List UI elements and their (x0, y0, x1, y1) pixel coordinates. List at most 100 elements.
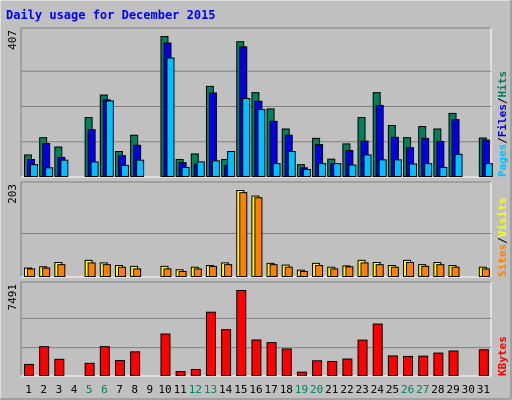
bar-sites-day-21 (330, 268, 339, 277)
legend-kbytes: KBytes (496, 336, 509, 376)
bar-pages-day-27 (424, 163, 433, 177)
x-tick-label: 1 (25, 383, 32, 396)
bar-kbytes-day-12 (190, 368, 201, 376)
bar-kbytes-day-20 (312, 360, 323, 376)
legend-separator: / (496, 137, 509, 144)
x-tick-label: 27 (416, 383, 429, 396)
legend-entry: KBytes (496, 336, 509, 376)
y-max-label: 7491 (6, 284, 19, 311)
bar-pages-day-28 (439, 166, 448, 178)
bar-kbytes-day-22 (342, 358, 353, 376)
bar-pages-day-21 (333, 163, 342, 177)
panel-hits-files-pages: 407 (6, 27, 493, 178)
bar-pages-day-8 (136, 159, 145, 177)
bar-kbytes-day-13 (205, 311, 216, 376)
bar-sites-day-13 (208, 265, 217, 278)
legend-hits-files-pages: Pages/Files/Hits (496, 71, 509, 177)
bar-pages-day-25 (393, 159, 402, 177)
bar-kbytes-day-17 (266, 342, 277, 376)
x-tick-label: 4 (71, 383, 78, 396)
x-tick-label: 30 (462, 383, 475, 396)
bar-sites-day-26 (406, 262, 415, 277)
x-tick-label: 13 (204, 383, 217, 396)
panel-visits-sites: 203 (6, 181, 492, 278)
bar-sites-day-7 (117, 266, 126, 278)
x-tick-label: 14 (219, 383, 233, 396)
bar-kbytes-day-8 (130, 351, 141, 376)
chart-title: Daily usage for December 2015 (6, 8, 216, 22)
bar-pages-day-1 (30, 164, 38, 178)
bar-kbytes-day-14 (221, 329, 232, 376)
x-tick-label: 2 (40, 383, 47, 396)
bar-pages-day-16 (257, 109, 266, 177)
bar-pages-day-14 (227, 151, 236, 177)
bar-kbytes-day-24 (372, 323, 383, 376)
bar-pages-day-17 (272, 163, 281, 177)
bar-sites-day-14 (224, 264, 233, 277)
bar-kbytes-day-1 (24, 363, 34, 376)
bar-kbytes-day-3 (54, 358, 65, 376)
bar-kbytes-day-6 (99, 346, 110, 376)
bar-sites-day-5 (87, 262, 96, 277)
bar-kbytes-day-21 (327, 360, 338, 377)
legend-entry: Hits (496, 71, 509, 98)
panel-kbytes: 7491 (6, 281, 492, 377)
bar-kbytes-day-7 (114, 360, 125, 376)
bar-pages-day-6 (105, 100, 114, 177)
bar-pages-day-2 (45, 167, 54, 178)
bar-pages-day-24 (378, 159, 387, 177)
x-tick-label: 10 (158, 383, 171, 396)
legend-entry: Sites (496, 244, 509, 277)
bar-kbytes-day-16 (251, 339, 262, 376)
x-tick-label: 23 (356, 383, 369, 396)
bar-sites-day-23 (360, 262, 369, 277)
bar-pages-day-13 (211, 160, 220, 177)
legend-entry: Pages (496, 144, 509, 177)
bar-pages-day-18 (287, 151, 296, 177)
bar-sites-day-19 (299, 271, 308, 277)
x-tick-label: 19 (295, 383, 308, 396)
x-tick-label: 3 (56, 383, 63, 396)
y-max-label: 407 (6, 30, 19, 50)
bar-pages-day-20 (318, 163, 327, 177)
x-tick-label: 21 (325, 383, 338, 396)
bar-pages-day-29 (454, 153, 463, 177)
bar-pages-day-12 (196, 161, 205, 178)
legend-entry: Files (496, 104, 509, 137)
x-tick-label: 16 (249, 383, 262, 396)
y-max-label: 203 (6, 184, 19, 204)
x-tick-label: 9 (147, 383, 154, 396)
bar-pages-day-11 (181, 166, 190, 178)
bar-sites-day-2 (42, 267, 51, 278)
bar-kbytes-day-28 (433, 352, 444, 376)
bar-sites-day-3 (57, 264, 66, 277)
bar-kbytes-day-2 (39, 346, 50, 376)
x-tick-label: 8 (131, 383, 138, 396)
bar-pages-day-5 (90, 161, 99, 178)
bar-kbytes-day-15 (236, 290, 247, 376)
bar-pages-day-7 (120, 164, 129, 178)
bar-sites-day-6 (102, 264, 111, 277)
bar-kbytes-day-26 (403, 355, 414, 376)
bar-sites-day-31 (481, 268, 490, 277)
bar-sites-day-8 (133, 268, 142, 277)
bar-kbytes-day-19 (296, 371, 307, 376)
bar-sites-day-25 (390, 266, 399, 278)
bar-sites-day-11 (178, 271, 187, 277)
x-tick-label: 17 (265, 383, 278, 396)
x-tick-label: 28 (431, 383, 444, 396)
legend-separator: / (496, 97, 509, 104)
bar-pages-day-22 (348, 164, 357, 178)
bar-kbytes-day-29 (448, 350, 459, 377)
bar-pages-day-15 (242, 98, 251, 177)
x-tick-label: 25 (386, 383, 399, 396)
bar-kbytes-day-31 (478, 349, 489, 377)
bar-sites-day-1 (27, 268, 35, 277)
bar-sites-day-24 (375, 264, 384, 277)
bar-kbytes-day-18 (281, 348, 292, 376)
bar-sites-day-17 (269, 264, 278, 277)
x-tick-label: 22 (340, 383, 353, 396)
bar-kbytes-day-10 (160, 333, 171, 377)
bar-kbytes-day-5 (84, 362, 95, 376)
